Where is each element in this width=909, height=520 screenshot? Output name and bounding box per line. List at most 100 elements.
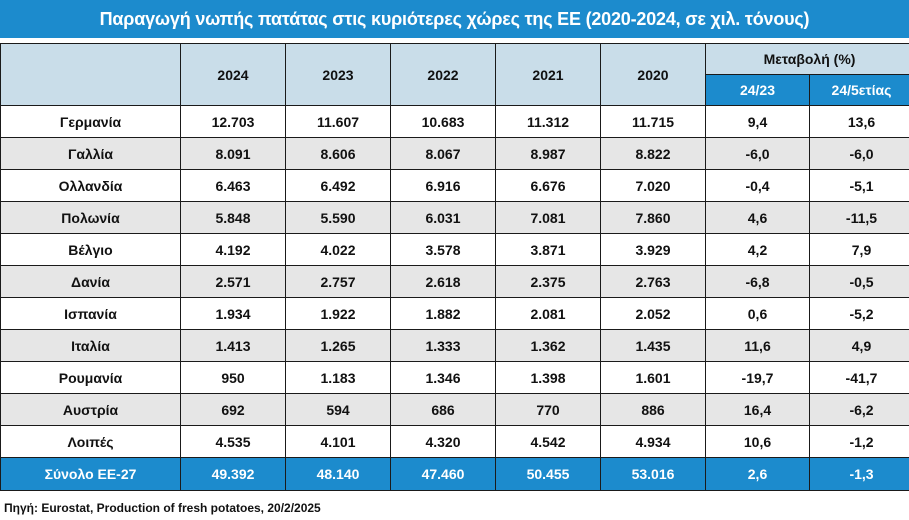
country-cell: Ισπανία: [0, 297, 181, 330]
country-cell: Ολλανδία: [0, 169, 181, 202]
change-cell: -5,1: [809, 169, 909, 202]
value-cell: 1.934: [180, 297, 286, 330]
source-note: Πηγή: Eurostat, Production of fresh pota…: [4, 501, 321, 515]
value-cell: 47.460: [390, 457, 496, 491]
country-cell: Σύνολο ΕΕ-27: [0, 457, 181, 491]
country-cell: Γερμανία: [0, 105, 181, 138]
value-cell: 6.031: [390, 201, 496, 234]
value-cell: 770: [495, 393, 601, 426]
change-cell: -0,5: [809, 265, 909, 298]
value-cell: 2.081: [495, 297, 601, 330]
value-cell: 8.067: [390, 137, 496, 170]
value-cell: 886: [600, 393, 706, 426]
value-cell: 11.607: [285, 105, 391, 138]
change-cell: -5,2: [809, 297, 909, 330]
change-cell: -6,2: [809, 393, 909, 426]
change-cell: -0,4: [705, 169, 810, 202]
value-cell: 49.392: [180, 457, 286, 491]
change-cell: 4,6: [705, 201, 810, 234]
value-cell: 7.081: [495, 201, 601, 234]
value-cell: 7.860: [600, 201, 706, 234]
table-row: Πολωνία 5.848 5.590 6.031 7.081 7.860 4,6 -11,5: [0, 201, 909, 234]
change-header: Μεταβολή (%): [705, 43, 909, 75]
value-cell: 3.871: [495, 233, 601, 266]
table-row: Ολλανδία 6.463 6.492 6.916 6.676 7.020 -0,4 -5,…: [0, 169, 909, 202]
country-cell: Βέλγιο: [0, 233, 181, 266]
table-row: Γαλλία 8.091 8.606 8.067 8.987 8.822 -6,0 -6,0: [0, 137, 909, 170]
change-cell: -19,7: [705, 361, 810, 394]
change-cell: -1,2: [809, 425, 909, 458]
value-cell: 5.590: [285, 201, 391, 234]
table-body: Γερμανία 12.703 11.607 10.683 11.312 11.715 9,…: [0, 105, 909, 491]
value-cell: 10.683: [390, 105, 496, 138]
value-cell: 2.763: [600, 265, 706, 298]
value-cell: 4.934: [600, 425, 706, 458]
change-cell: 16,4: [705, 393, 810, 426]
change-cell: 0,6: [705, 297, 810, 330]
value-cell: 1.183: [285, 361, 391, 394]
change-cell: 4,9: [809, 329, 909, 362]
country-cell: Ιταλία: [0, 329, 181, 362]
value-cell: 53.016: [600, 457, 706, 491]
data-table: 2024 2023 2022 2021 2020 Μεταβολή (%) 24…: [0, 43, 909, 491]
country-header: [0, 43, 181, 106]
value-cell: 6.916: [390, 169, 496, 202]
table-row: Γερμανία 12.703 11.607 10.683 11.312 11.715 9,…: [0, 105, 909, 138]
country-cell: Γαλλία: [0, 137, 181, 170]
value-cell: 6.492: [285, 169, 391, 202]
change-cell: -41,7: [809, 361, 909, 394]
value-cell: 8.091: [180, 137, 286, 170]
table-row: Ιταλία 1.413 1.265 1.333 1.362 1.435 11,6 4,9: [0, 329, 909, 362]
value-cell: 11.715: [600, 105, 706, 138]
value-cell: 950: [180, 361, 286, 394]
change-cell: 9,4: [705, 105, 810, 138]
chart-title: Παραγωγή νωπής πατάτας στις κυριότερες χ…: [0, 0, 909, 38]
value-cell: 48.140: [285, 457, 391, 491]
year-header: 2020: [600, 43, 706, 106]
change-cell: 13,6: [809, 105, 909, 138]
value-cell: 4.192: [180, 233, 286, 266]
value-cell: 4.320: [390, 425, 496, 458]
value-cell: 686: [390, 393, 496, 426]
country-cell: Δανία: [0, 265, 181, 298]
value-cell: 1.333: [390, 329, 496, 362]
table-row: Ρουμανία 950 1.183 1.346 1.398 1.601 -19,7 -41,…: [0, 361, 909, 394]
table-row: Λοιπές 4.535 4.101 4.320 4.542 4.934 10,6 -1,2: [0, 425, 909, 458]
change-cell: -1,3: [809, 457, 909, 491]
value-cell: 4.542: [495, 425, 601, 458]
change-subheader: 24/23: [705, 74, 810, 106]
year-header: 2021: [495, 43, 601, 106]
table-row: Βέλγιο 4.192 4.022 3.578 3.871 3.929 4,2 7,9: [0, 233, 909, 266]
value-cell: 1.398: [495, 361, 601, 394]
value-cell: 8.822: [600, 137, 706, 170]
value-cell: 1.601: [600, 361, 706, 394]
value-cell: 4.101: [285, 425, 391, 458]
value-cell: 4.535: [180, 425, 286, 458]
value-cell: 8.987: [495, 137, 601, 170]
value-cell: 6.676: [495, 169, 601, 202]
value-cell: 50.455: [495, 457, 601, 491]
change-cell: 11,6: [705, 329, 810, 362]
value-cell: 3.929: [600, 233, 706, 266]
change-cell: -6,0: [809, 137, 909, 170]
change-cell: -6,0: [705, 137, 810, 170]
country-cell: Πολωνία: [0, 201, 181, 234]
change-cell: -11,5: [809, 201, 909, 234]
year-header: 2022: [390, 43, 496, 106]
value-cell: 1.346: [390, 361, 496, 394]
value-cell: 6.463: [180, 169, 286, 202]
table-row: Δανία 2.571 2.757 2.618 2.375 2.763 -6,8 -0,5: [0, 265, 909, 298]
country-cell: Αυστρία: [0, 393, 181, 426]
change-cell: -6,8: [705, 265, 810, 298]
value-cell: 692: [180, 393, 286, 426]
value-cell: 12.703: [180, 105, 286, 138]
change-cell: 10,6: [705, 425, 810, 458]
value-cell: 3.578: [390, 233, 496, 266]
year-header: 2024: [180, 43, 286, 106]
value-cell: 594: [285, 393, 391, 426]
value-cell: 2.757: [285, 265, 391, 298]
table-row: Αυστρία 692 594 686 770 886 16,4 -6,2: [0, 393, 909, 426]
total-row: Σύνολο ΕΕ-27 49.392 48.140 47.460 50.455 53.0…: [0, 457, 909, 491]
value-cell: 11.312: [495, 105, 601, 138]
